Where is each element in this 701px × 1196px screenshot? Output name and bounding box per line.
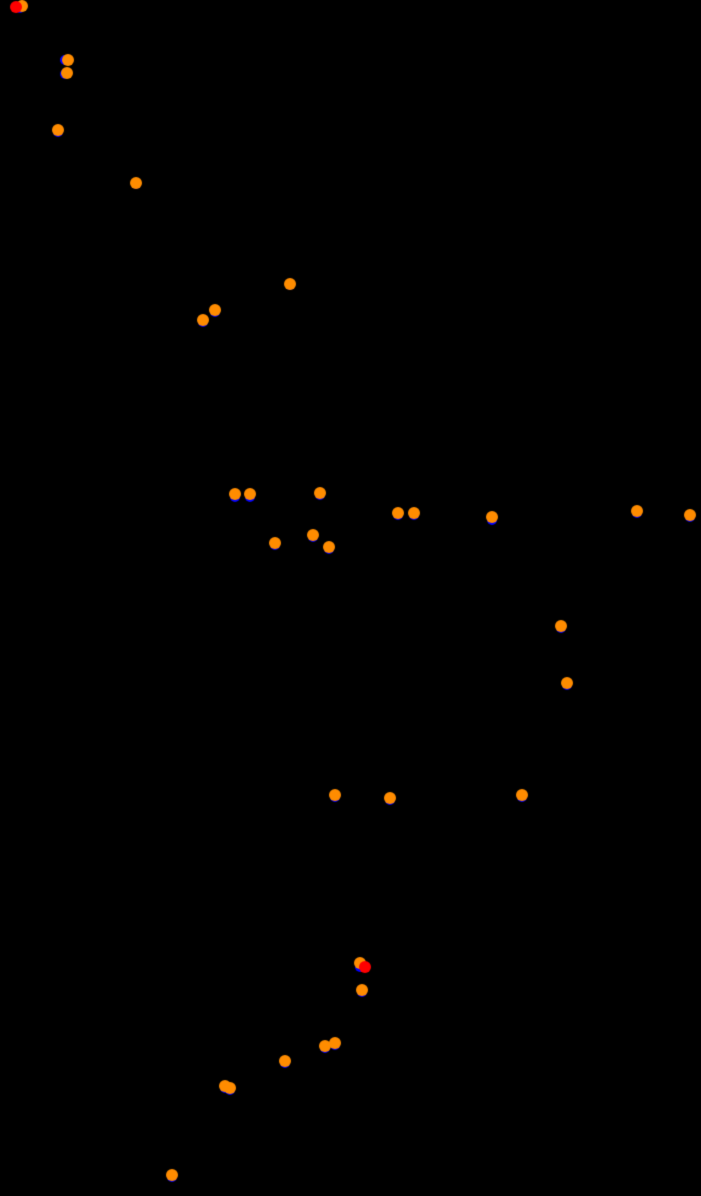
scatter-plot-canvas bbox=[0, 0, 701, 1196]
